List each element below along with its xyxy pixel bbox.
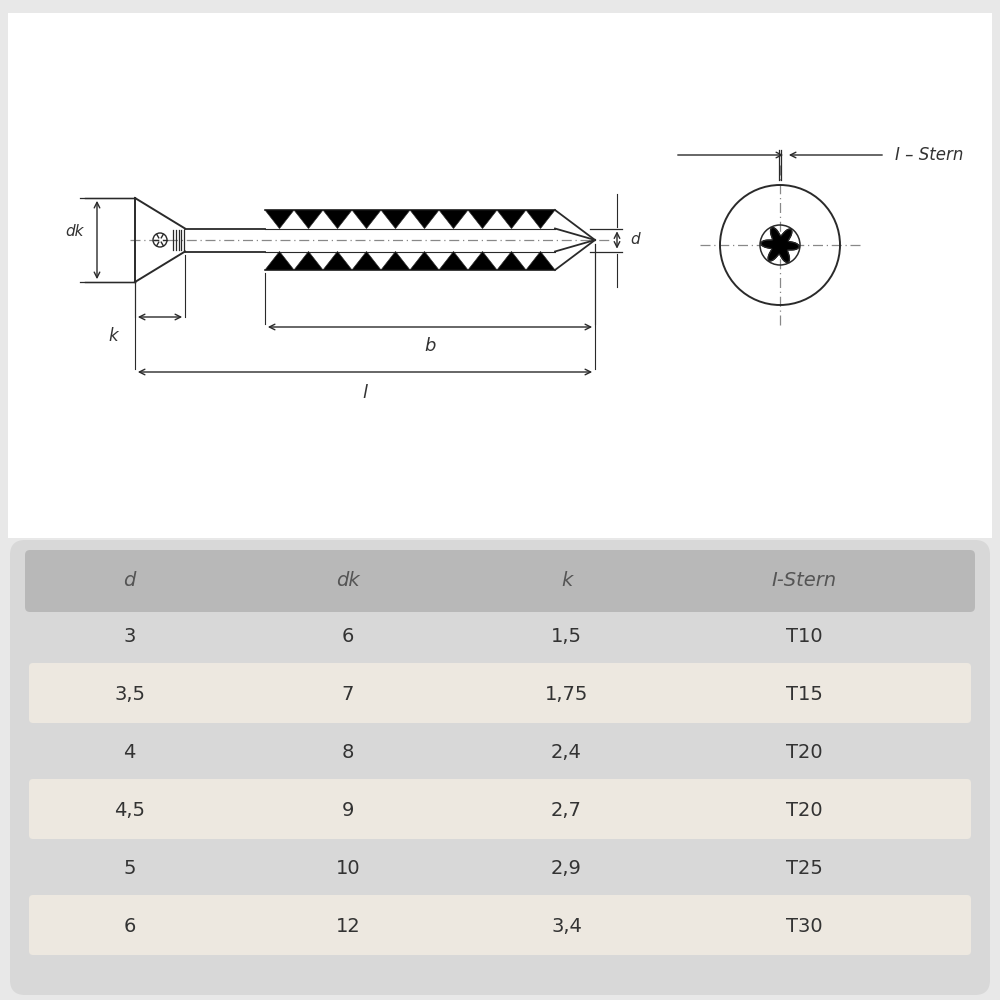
Text: 4: 4 [123,742,136,762]
Polygon shape [468,210,497,229]
Text: 12: 12 [336,916,360,936]
Text: 3,4: 3,4 [551,916,582,936]
FancyBboxPatch shape [29,779,971,839]
Text: dk: dk [66,225,84,239]
Text: l: l [363,384,368,402]
Text: 8: 8 [342,742,354,762]
Polygon shape [323,251,352,270]
FancyBboxPatch shape [8,13,992,538]
Text: b: b [424,337,436,355]
Text: 3: 3 [123,626,136,646]
Text: 6: 6 [123,916,136,936]
Polygon shape [439,251,468,270]
Text: I – Stern: I – Stern [895,146,963,164]
Text: dk: dk [336,571,360,590]
FancyBboxPatch shape [10,540,990,995]
Polygon shape [294,210,323,229]
Polygon shape [410,251,439,270]
Text: T15: T15 [786,684,822,704]
Polygon shape [352,251,381,270]
Polygon shape [381,210,410,229]
Polygon shape [468,251,497,270]
Text: k: k [108,327,118,345]
Polygon shape [323,210,352,229]
Polygon shape [526,210,555,229]
Text: 5: 5 [123,858,136,878]
Polygon shape [265,251,294,270]
Polygon shape [761,228,799,262]
Text: 6: 6 [342,626,354,646]
Text: 10: 10 [336,858,360,878]
Text: 9: 9 [342,800,354,820]
Polygon shape [497,210,526,229]
Text: T20: T20 [786,742,822,762]
Text: d: d [630,232,640,247]
Polygon shape [526,251,555,270]
Text: T25: T25 [786,858,822,878]
FancyBboxPatch shape [25,550,975,612]
Text: T30: T30 [786,916,822,936]
Text: I-Stern: I-Stern [771,571,837,590]
Text: 1,75: 1,75 [545,684,588,704]
Text: 3,5: 3,5 [114,684,145,704]
Polygon shape [265,210,294,229]
Polygon shape [381,251,410,270]
Text: d: d [123,571,136,590]
FancyBboxPatch shape [29,895,971,955]
Polygon shape [352,210,381,229]
FancyBboxPatch shape [29,663,971,723]
Text: 2,4: 2,4 [551,742,582,762]
Text: 7: 7 [342,684,354,704]
Text: k: k [561,571,572,590]
Polygon shape [439,210,468,229]
Text: 2,9: 2,9 [551,858,582,878]
Text: 2,7: 2,7 [551,800,582,820]
Text: T10: T10 [786,626,822,646]
Text: 1,5: 1,5 [551,626,582,646]
Polygon shape [294,251,323,270]
Text: 4,5: 4,5 [114,800,145,820]
Text: T20: T20 [786,800,822,820]
Polygon shape [410,210,439,229]
Polygon shape [497,251,526,270]
